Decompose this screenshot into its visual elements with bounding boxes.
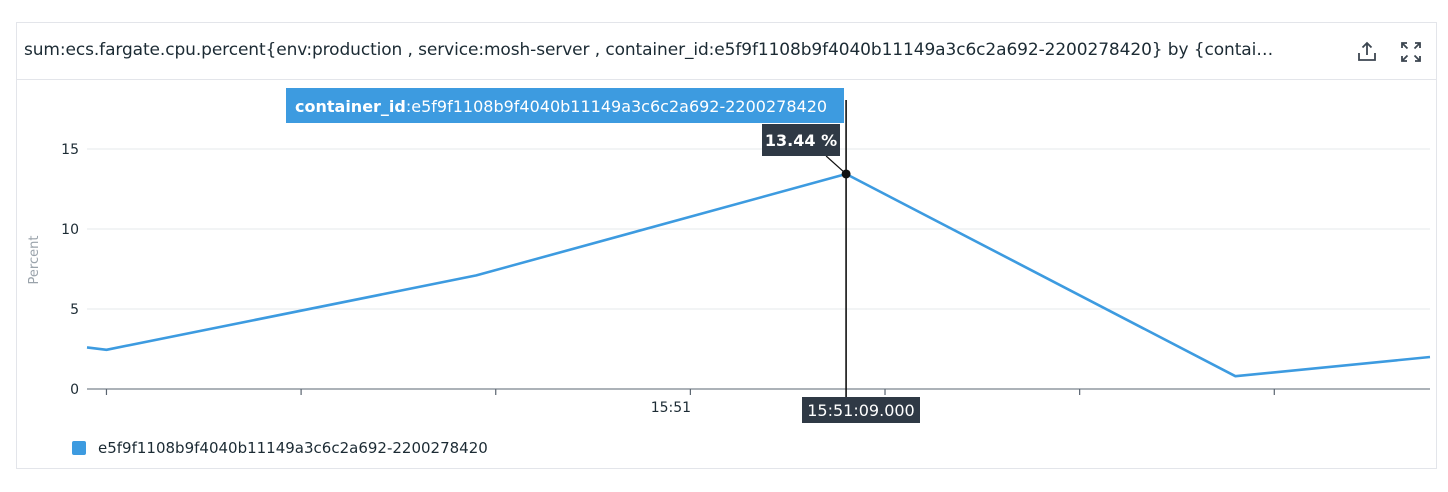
- tooltip-tag-key: container_id: [295, 97, 406, 116]
- y-axis-title: Percent: [27, 236, 42, 285]
- legend-swatch: [72, 441, 86, 455]
- y-tick-label: 5: [70, 302, 79, 318]
- tooltip-series-text: container_id:e5f9f1108b9f4040b11149a3c6c…: [295, 97, 827, 116]
- tooltip-value-box: [762, 124, 840, 156]
- widget-header: sum:ecs.fargate.cpu.percent{env:producti…: [17, 23, 1436, 80]
- hover-point: [841, 169, 851, 179]
- legend-label: e5f9f1108b9f4040b11149a3c6c2a692-2200278…: [98, 439, 488, 457]
- share-export-icon[interactable]: [1354, 39, 1380, 65]
- legend-item[interactable]: e5f9f1108b9f4040b11149a3c6c2a692-2200278…: [72, 437, 488, 459]
- series-line: [86, 172, 1431, 378]
- tooltip-time-box: [802, 397, 920, 423]
- x-tick-label: 15:51: [651, 400, 691, 416]
- axes: 0 5 10 15 15:51 Percent: [27, 142, 1430, 416]
- y-tick-label: 15: [61, 142, 79, 158]
- tooltip-time: 15:51:09.000: [807, 401, 914, 420]
- tooltip-series-tag: [286, 88, 844, 123]
- hover-tooltip: container_id:e5f9f1108b9f4040b11149a3c6c…: [286, 88, 920, 423]
- y-tick-label: 10: [61, 222, 79, 238]
- tooltip-tag-value: :e5f9f1108b9f4040b11149a3c6c2a692-220027…: [406, 97, 827, 116]
- series-layer: [86, 172, 1431, 378]
- y-tick-label: 0: [70, 382, 79, 398]
- grid-lines: [87, 148, 1430, 310]
- widget-title: sum:ecs.fargate.cpu.percent{env:producti…: [24, 40, 1274, 60]
- expand-fullscreen-icon[interactable]: [1398, 39, 1424, 65]
- tooltip-value: 13.44 %: [765, 131, 837, 150]
